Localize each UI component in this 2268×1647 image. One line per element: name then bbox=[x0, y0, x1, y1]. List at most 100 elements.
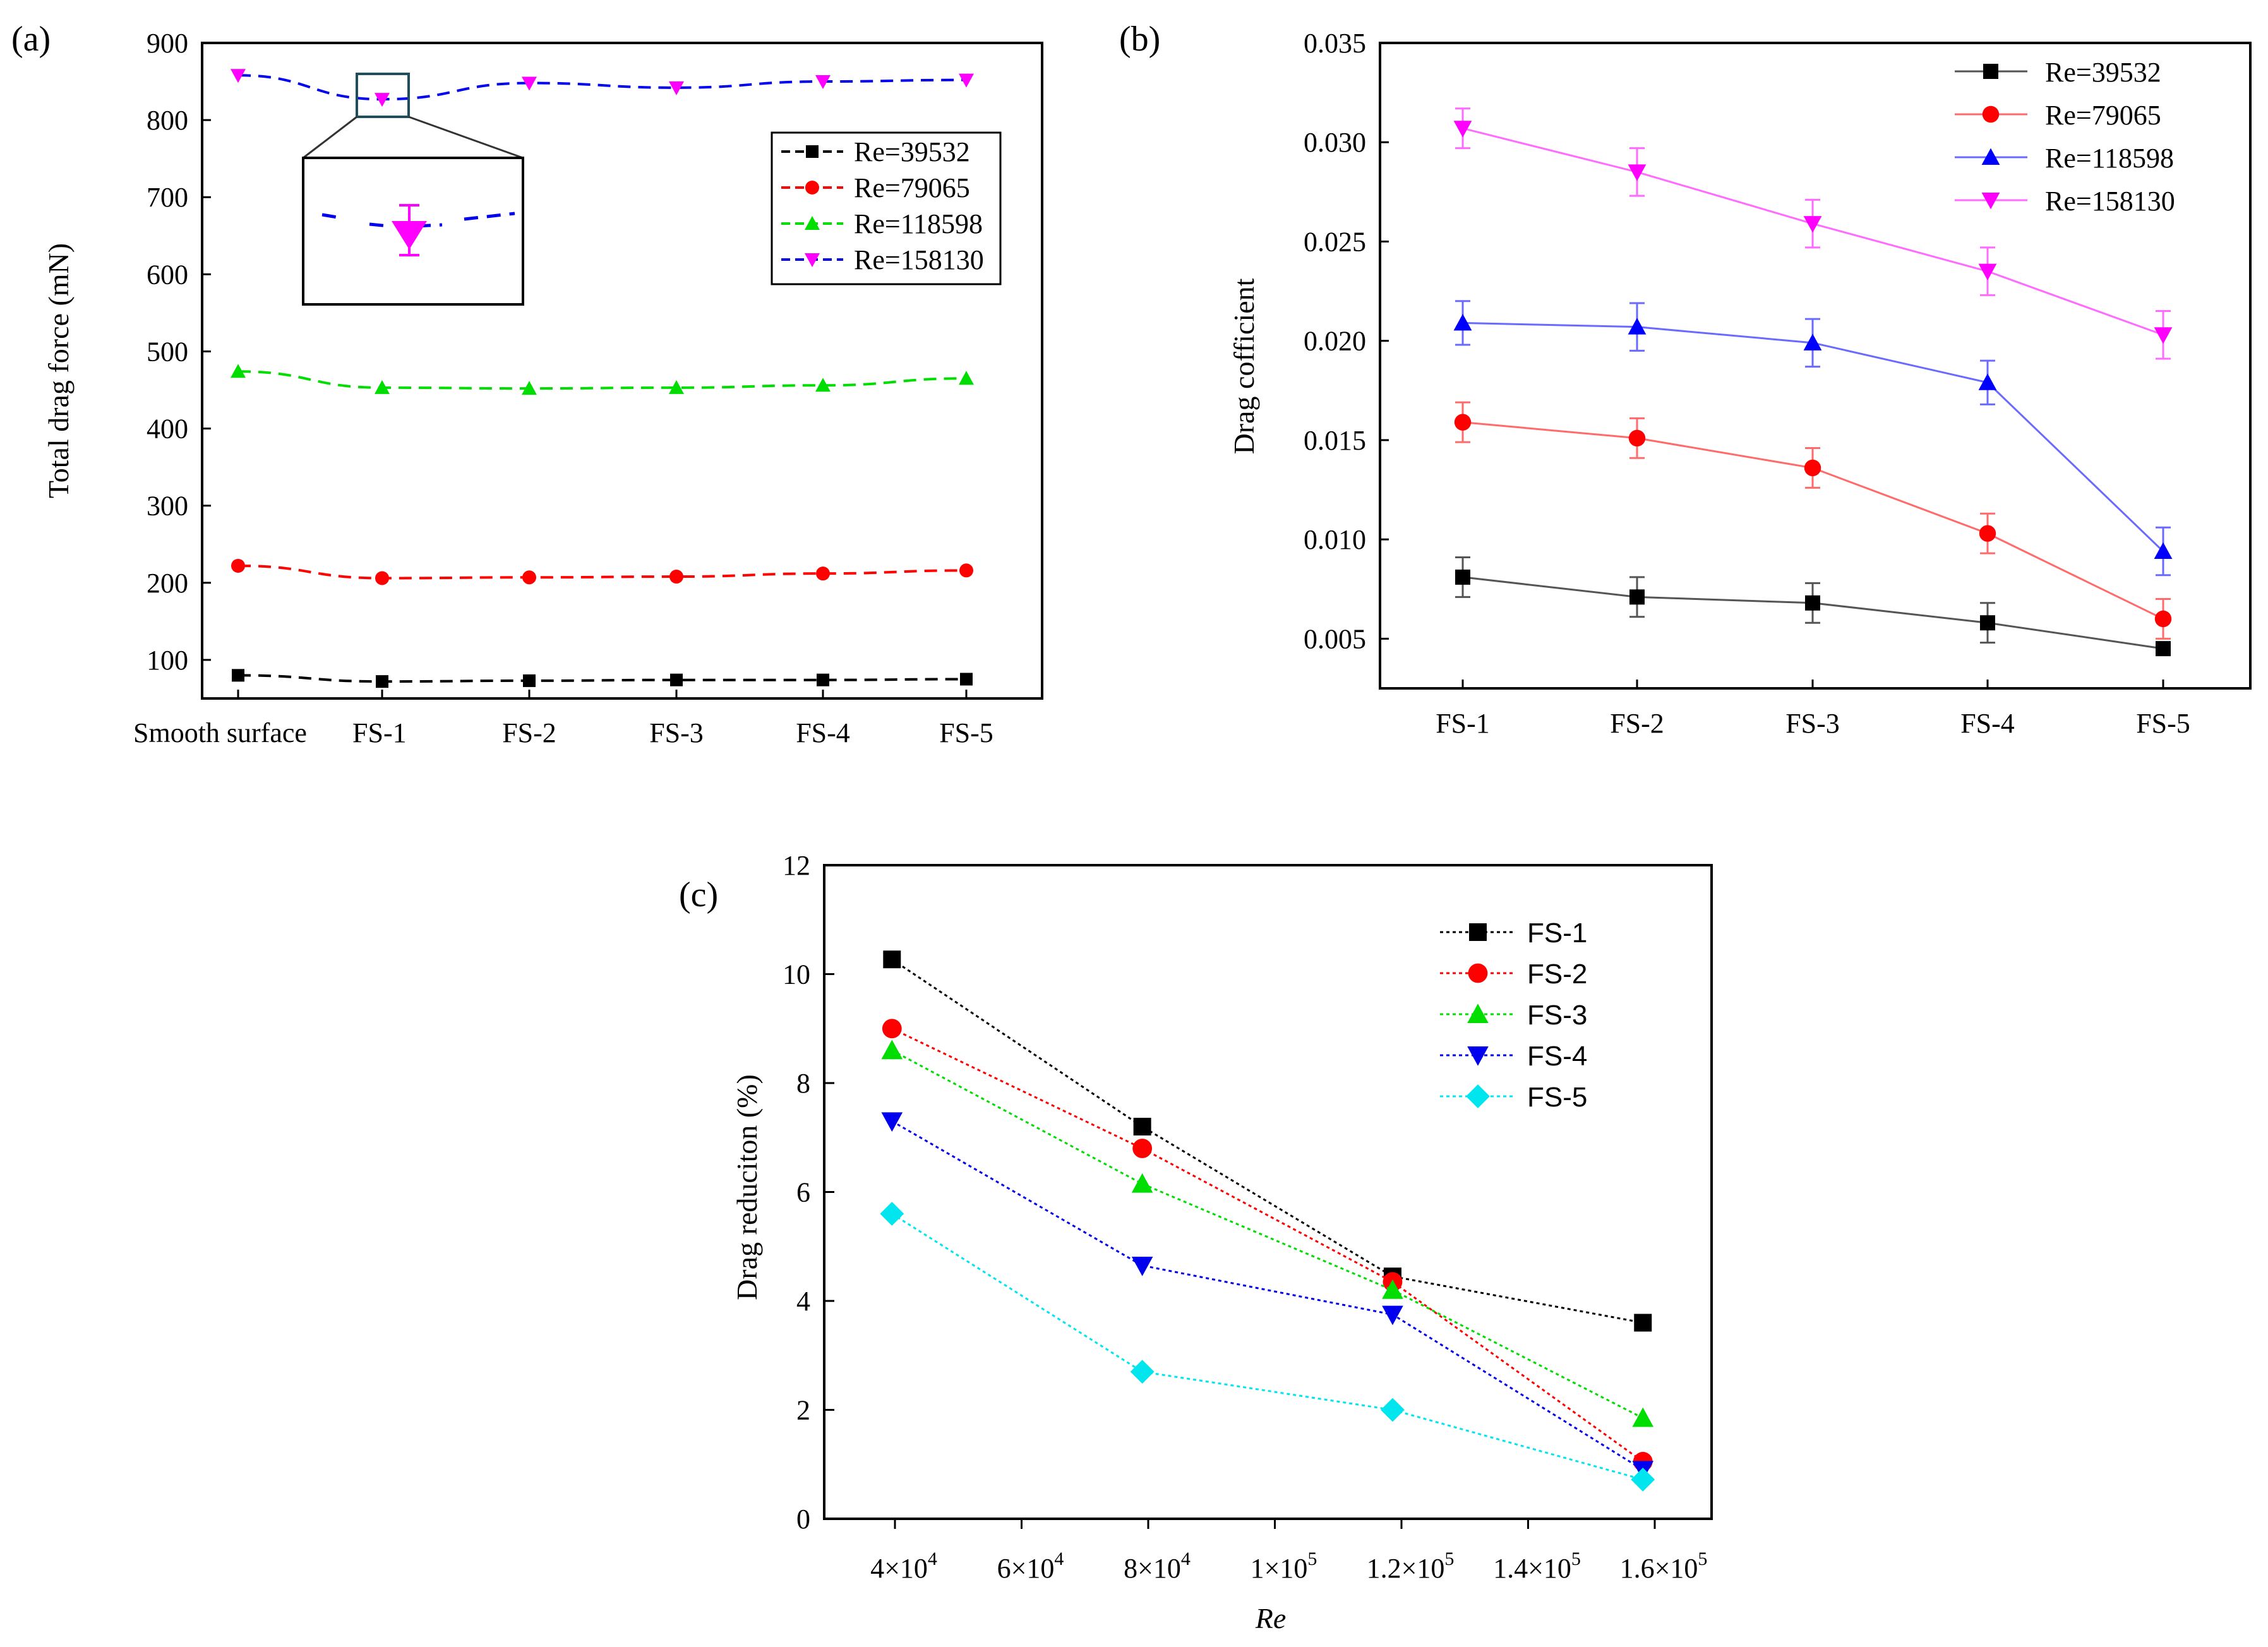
chart-a-series-line bbox=[237, 674, 967, 683]
chart-b-xtick-label: FS-5 bbox=[2136, 708, 2190, 739]
chart-a-ytick-label: 900 bbox=[147, 28, 188, 59]
chart-a-point bbox=[669, 380, 684, 394]
chart-a-legend: Re=39532 Re=79065 Re=118598 Re=158130 bbox=[771, 131, 1002, 285]
chart-a-ytick-label: 200 bbox=[147, 568, 188, 599]
chart-a-point bbox=[815, 378, 831, 392]
chart-c-point bbox=[880, 1202, 904, 1226]
chart-a-legend-marker bbox=[805, 216, 820, 230]
chart-c-xtick-mantissa: 1.6×10 bbox=[1620, 1553, 1698, 1584]
chart-a-ytick-label: 400 bbox=[147, 414, 188, 445]
chart-a-xtick-label: FS-3 bbox=[649, 717, 704, 748]
chart-a-legend-marker bbox=[805, 181, 819, 195]
panel-label-a: (a) bbox=[11, 20, 51, 59]
chart-c-xtick-exponent: 5 bbox=[1698, 1548, 1707, 1569]
chart-a-zoom-connector-right bbox=[408, 116, 524, 159]
chart-b-point bbox=[1805, 595, 1820, 611]
chart-a-point bbox=[375, 571, 389, 585]
chart-c-xtick-mantissa: 1.4×10 bbox=[1493, 1553, 1571, 1584]
chart-b-point bbox=[1455, 569, 1470, 585]
chart-a-zoom-box bbox=[356, 73, 410, 118]
chart-b-legend-label: Re=118598 bbox=[2045, 143, 2174, 174]
chart-c-legend-label: FS-3 bbox=[1527, 1000, 1587, 1031]
chart-c-ytick-label: 10 bbox=[783, 959, 810, 990]
chart-a-xtick-label: Smooth surface bbox=[133, 717, 307, 748]
chart-a-ylabel: Total drag force (mN) bbox=[42, 243, 75, 498]
chart-c-xtick-exponent: 5 bbox=[1307, 1548, 1317, 1569]
chart-b: 0.005 0.010 0.015 0.020 0.025 0.030 0.035 FS-1 F… bbox=[1228, 28, 2252, 739]
chart-c-point bbox=[881, 1112, 903, 1132]
chart-b-xtick-label: FS-2 bbox=[1610, 708, 1664, 739]
chart-c-ytick-label: 12 bbox=[783, 850, 810, 881]
chart-a-point bbox=[670, 673, 683, 686]
chart-c-legend-label: FS-5 bbox=[1527, 1082, 1587, 1113]
chart-b-point bbox=[1803, 333, 1822, 350]
chart-c-point bbox=[1131, 1256, 1153, 1276]
chart-b-legend-label: Re=158130 bbox=[2045, 186, 2175, 217]
chart-c-xtick-label: 1.2×105 bbox=[1367, 1548, 1455, 1584]
chart-b-ytick-label: 0.015 bbox=[1304, 425, 1366, 456]
chart-a: 100 200 300 400 500 600 700 800 900 Smooth surfac… bbox=[42, 28, 1043, 748]
chart-a-legend-label: Re=118598 bbox=[854, 208, 983, 239]
chart-a-point bbox=[231, 364, 246, 378]
chart-c-legend-label: FS-4 bbox=[1527, 1041, 1587, 1072]
chart-b-point bbox=[1803, 216, 1822, 233]
chart-a-legend-marker bbox=[806, 145, 819, 158]
chart-c-point bbox=[1632, 1407, 1654, 1427]
chart-b-ytick-label: 0.035 bbox=[1304, 28, 1366, 59]
chart-c-ytick-label: 8 bbox=[796, 1068, 810, 1099]
chart-c-series-line bbox=[891, 1027, 1644, 1463]
chart-a-series-line bbox=[237, 74, 967, 101]
chart-c-legend: FS-1 FS-2 FS-3 FS-4 FS-5 bbox=[1440, 918, 1587, 1113]
chart-a-point bbox=[522, 381, 537, 395]
chart-c-point bbox=[1133, 1118, 1151, 1135]
chart-b-frame bbox=[1379, 42, 2252, 690]
chart-c-point bbox=[1634, 1314, 1652, 1332]
chart-b-legend-marker bbox=[1981, 148, 2000, 165]
chart-c-series-line bbox=[891, 1120, 1644, 1471]
chart-a-inset-marker bbox=[392, 221, 427, 249]
chart-c-point bbox=[1382, 1305, 1403, 1326]
chart-b-point bbox=[1628, 164, 1647, 181]
chart-a-ytick-label: 700 bbox=[147, 182, 188, 213]
panel-label-b: (b) bbox=[1119, 20, 1160, 59]
chart-a-point bbox=[959, 73, 974, 88]
chart-c-point bbox=[883, 950, 901, 969]
chart-c-legend-marker bbox=[1467, 1046, 1489, 1066]
chart-a-point bbox=[816, 566, 830, 581]
chart-c-legend-label: FS-2 bbox=[1527, 959, 1587, 990]
chart-b-xtick-label: FS-3 bbox=[1785, 708, 1840, 739]
chart-a-point bbox=[669, 81, 684, 95]
chart-c-series-line bbox=[891, 1049, 1643, 1419]
chart-a-ytick-label: 300 bbox=[147, 491, 188, 522]
chart-a-legend-marker bbox=[805, 253, 820, 267]
chart-b-point bbox=[1978, 263, 1997, 281]
chart-a-series-line bbox=[237, 370, 967, 390]
chart-a-point bbox=[959, 563, 973, 578]
chart-c-ytick-label: 0 bbox=[796, 1504, 810, 1535]
chart-a-point bbox=[375, 93, 390, 107]
chart-a-point bbox=[669, 570, 683, 584]
chart-a-inset bbox=[302, 157, 524, 306]
chart-b-ytick-label: 0.020 bbox=[1304, 326, 1366, 357]
chart-a-point bbox=[959, 371, 974, 385]
chart-a-legend-label: Re=39532 bbox=[854, 136, 970, 167]
chart-b-ylabel: Drag cofficient bbox=[1228, 278, 1260, 454]
chart-a-point bbox=[815, 75, 831, 90]
chart-c-point bbox=[1381, 1398, 1405, 1422]
chart-a-xtick-label: FS-5 bbox=[939, 717, 993, 748]
chart-b-point bbox=[2156, 641, 2171, 657]
chart-b-point bbox=[1628, 318, 1647, 335]
chart-c-legend-marker bbox=[1466, 1084, 1490, 1108]
chart-b-point bbox=[1629, 589, 1645, 605]
panel-label-c: (c) bbox=[679, 875, 718, 914]
chart-c-xtick-mantissa: 8×10 bbox=[1124, 1553, 1181, 1584]
chart-a-point bbox=[376, 675, 388, 688]
chart-b-point bbox=[1978, 373, 1997, 390]
chart-b-point bbox=[2154, 542, 2173, 560]
chart-b-legend: Re=39532 Re=79065 Re=118598 Re=158130 bbox=[1955, 57, 2175, 217]
chart-c-xtick-mantissa: 1×10 bbox=[1251, 1553, 1308, 1584]
chart-c-point bbox=[881, 1039, 903, 1060]
chart-c-xtick-label: 1.6×105 bbox=[1620, 1548, 1708, 1584]
chart-c-ytick-label: 6 bbox=[796, 1177, 810, 1208]
